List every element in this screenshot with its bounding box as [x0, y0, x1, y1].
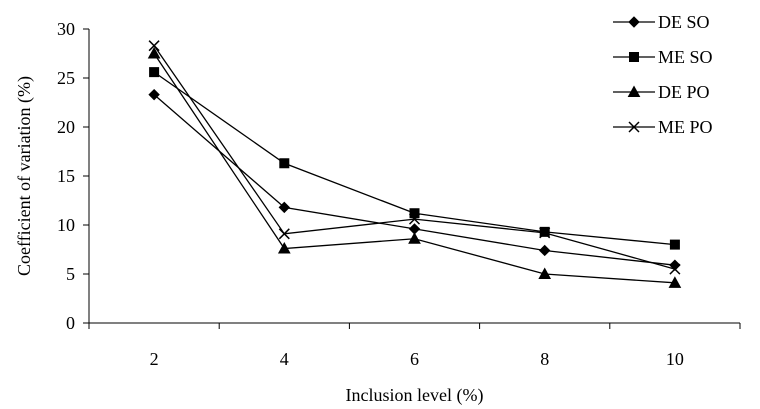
data-point-me-po	[278, 228, 290, 240]
legend-item-de-so: DE SO	[613, 12, 710, 32]
data-point-me-so	[669, 239, 680, 250]
series-de-so	[148, 88, 681, 271]
series-me-po	[148, 40, 681, 275]
data-point-me-po	[669, 263, 681, 275]
x-tick-label: 4	[280, 349, 289, 369]
data-point-de-po	[277, 241, 291, 254]
x-axis-title: Inclusion level (%)	[346, 385, 484, 406]
legend-marker	[629, 52, 639, 62]
axes	[88, 29, 740, 324]
x-tick-label: 8	[540, 349, 549, 369]
data-point-me-po	[408, 213, 421, 225]
x-tick-label: 10	[666, 349, 684, 369]
y-tick-label: 10	[57, 215, 75, 235]
x-tick-label: 6	[410, 349, 419, 369]
data-point-me-so	[279, 158, 290, 169]
data-point-de-so	[278, 201, 291, 214]
legend-item-de-po: DE PO	[613, 82, 710, 102]
series-me-so	[149, 67, 680, 250]
data-point-de-po	[668, 276, 682, 288]
y-tick-label: 15	[57, 166, 75, 186]
legend-label: ME PO	[658, 117, 713, 137]
y-tick-label: 20	[57, 117, 75, 137]
data-point-de-po	[147, 46, 161, 59]
y-tick-label: 0	[66, 313, 75, 333]
legend-item-me-po: ME PO	[613, 117, 713, 137]
legend-marker	[628, 16, 640, 28]
series-group	[147, 40, 682, 288]
y-tick-label: 5	[66, 264, 75, 284]
legend-label: DE SO	[658, 12, 710, 32]
data-point-de-po	[408, 232, 421, 244]
legend-label: DE PO	[658, 82, 710, 102]
y-axis-title: Coefficient of variation (%)	[14, 76, 35, 276]
x-ticks: 2 4 6 8 10	[88, 323, 741, 369]
legend-marker	[627, 85, 641, 97]
y-ticks: 0 5 10 15 20 25 30	[57, 19, 89, 333]
data-point-de-so	[538, 244, 551, 257]
y-tick-label: 30	[57, 19, 75, 39]
legend-item-me-so: ME SO	[613, 47, 713, 67]
legend-marker	[628, 121, 640, 133]
data-point-me-po	[539, 227, 551, 239]
series-line-de-po	[153, 53, 675, 284]
x-tick-label: 2	[150, 349, 159, 369]
data-point-me-po	[148, 40, 160, 52]
series-de-po	[147, 46, 682, 288]
legend-label: ME SO	[658, 47, 713, 67]
data-point-de-so	[669, 259, 681, 271]
data-point-me-so	[409, 208, 420, 219]
y-tick-label: 25	[57, 68, 75, 88]
data-point-me-so	[149, 67, 160, 78]
legend: DE SO ME SO DE PO ME PO	[613, 12, 713, 137]
data-point-de-so	[148, 88, 160, 101]
data-point-de-po	[538, 267, 552, 279]
